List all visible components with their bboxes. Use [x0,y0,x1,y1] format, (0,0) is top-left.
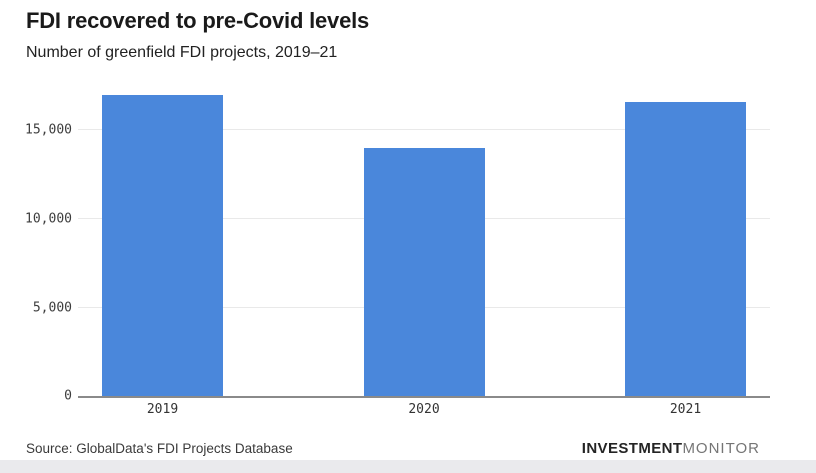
x-axis-tick-label: 2020 [408,402,440,417]
plot-area: 0 5,000 10,000 15,000 2019 2020 2021 [25,88,770,417]
source-note: Source: GlobalData's FDI Projects Databa… [26,441,293,456]
x-axis-line [78,396,770,398]
bar-2021 [625,102,746,396]
chart-footer: Source: GlobalData's FDI Projects Databa… [26,440,760,457]
y-axis-tick-label: 10,000 [25,211,72,227]
bottom-divider-strip [0,460,816,473]
bar-2020 [363,148,485,396]
gridline-15000 [78,129,770,131]
chart-subtitle: Number of greenfield FDI projects, 2019–… [26,44,338,61]
investment-monitor-logo: INVESTMENTMONITOR [582,440,760,457]
logo-investment: INVESTMENT [581,440,683,457]
logo-monitor: MONITOR [682,440,760,457]
x-axis-tick-label: 2021 [669,402,702,417]
chart-header: FDI recovered to pre-Covid levels Number… [26,8,369,62]
y-axis-tick-label: 15,000 [25,122,72,138]
chart-title: FDI recovered to pre-Covid levels [26,8,370,33]
bar-2019 [102,95,223,396]
y-axis-tick-label: 5,000 [32,300,72,315]
y-axis-tick-label: 0 [64,388,72,404]
x-axis-tick-label: 2019 [146,402,179,417]
